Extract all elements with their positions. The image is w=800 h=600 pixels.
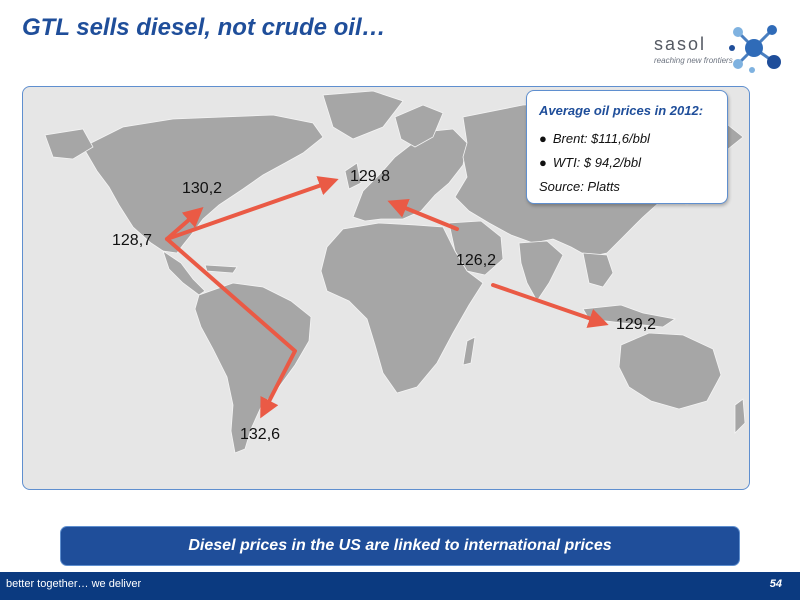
arrow-us-gulf-to-europe: [165, 176, 339, 241]
info-item-wti: ● WTI: $ 94,2/bbl: [539, 155, 641, 170]
logo-wordmark: sasol: [654, 34, 707, 54]
logo-tagline: reaching new frontiers: [654, 56, 733, 65]
south-america-shape: [194, 282, 312, 454]
caribbean-shape: [204, 264, 238, 274]
africa-shape: [320, 222, 484, 394]
key-message-banner: Diesel prices in the US are linked to in…: [60, 526, 740, 566]
price-label-south-america: 132,6: [240, 426, 281, 443]
page-number: 54: [769, 578, 782, 590]
sasol-logo: sasol reaching new frontiers: [640, 18, 790, 78]
madagascar-shape: [462, 336, 476, 366]
info-source: Source: Platts: [539, 179, 620, 194]
india-shape: [518, 240, 564, 302]
slide-title: GTL sells diesel, not crude oil…: [22, 14, 386, 41]
info-box-title: Average oil prices in 2012:: [539, 103, 704, 118]
price-label-middle-east: 126,2: [456, 252, 497, 269]
bullet-icon: ●: [539, 155, 547, 170]
new-zealand-shape: [734, 398, 746, 434]
price-label-us-gulf-coast: 128,7: [112, 232, 153, 249]
alaska-shape: [44, 128, 94, 160]
molecule-icon: [729, 25, 781, 73]
arrow-us-gulf-to-south-america: [165, 237, 297, 419]
bullet-icon: ●: [539, 131, 547, 146]
central-america-shape: [162, 250, 206, 296]
uk-shape: [344, 162, 362, 190]
arrow-us-gulf-to-us-east: [165, 207, 204, 241]
footer-tagline: better together… we deliver: [6, 578, 142, 590]
greenland-shape: [322, 90, 404, 140]
wti-price-text: WTI: $ 94,2/bbl: [552, 155, 642, 170]
southeast-asia-shape: [582, 252, 614, 288]
australia-shape: [618, 332, 722, 410]
price-label-southeast-asia: 129,2: [616, 316, 657, 333]
info-item-brent: ● Brent: $111,6/bbl: [539, 131, 650, 146]
footer-bar: better together… we deliver 54: [0, 572, 800, 600]
price-label-europe: 129,8: [350, 168, 391, 185]
oil-price-info-box: Average oil prices in 2012: ● Brent: $111…: [526, 90, 728, 204]
north-america-shape: [82, 114, 324, 254]
scandinavia-shape: [394, 104, 444, 148]
brent-price-text: Brent: $111,6/bbl: [552, 131, 650, 146]
arrow-middle-east-to-europe: [387, 199, 459, 231]
price-label-us-east-coast: 130,2: [182, 180, 223, 197]
arrow-middle-east-to-asia: [491, 283, 609, 328]
